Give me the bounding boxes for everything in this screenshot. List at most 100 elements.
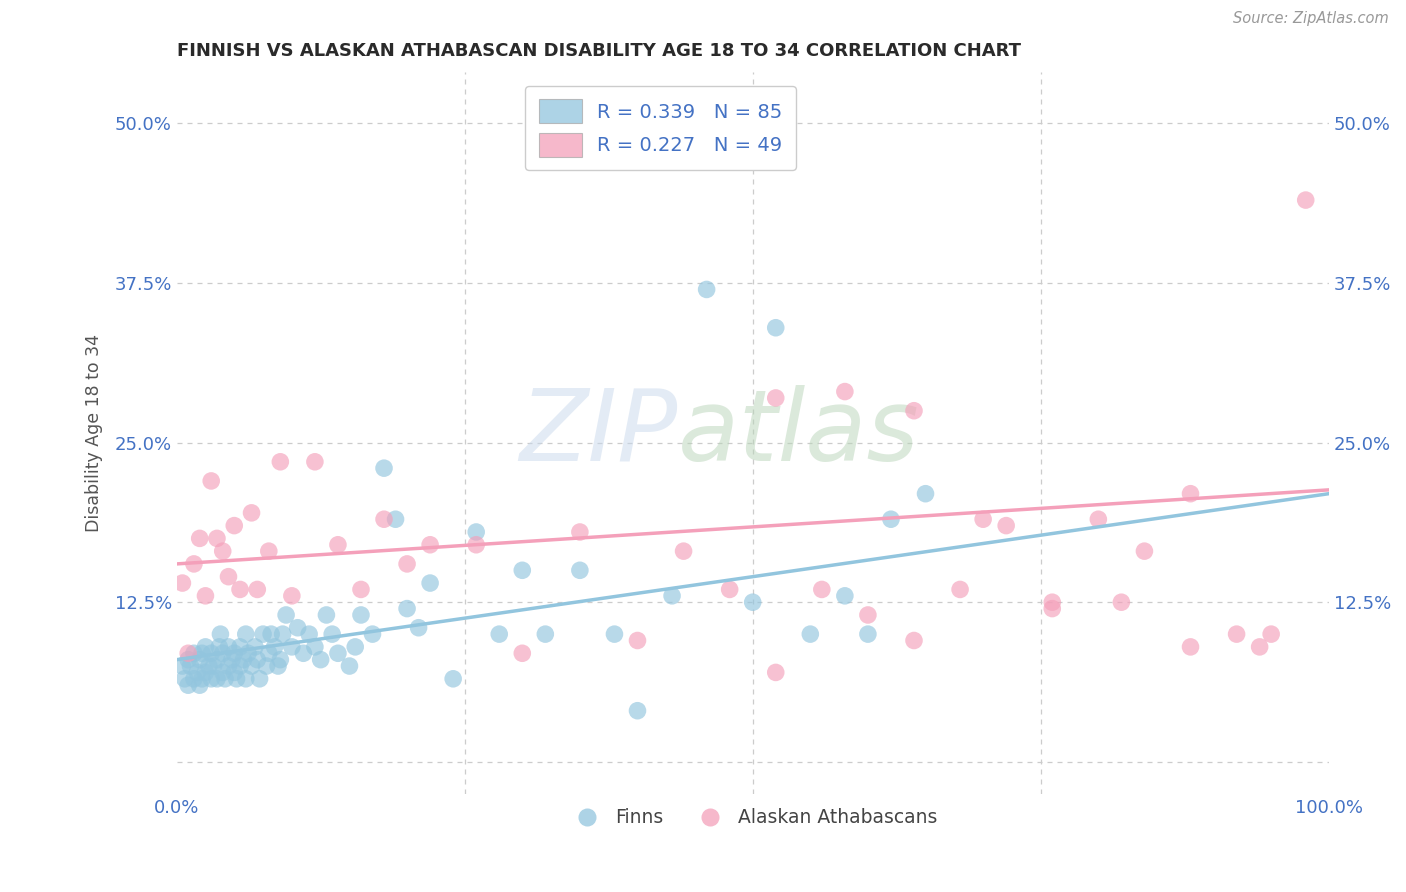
Point: [208, 640, 231, 654]
Point: [373, 461, 395, 475]
Point: [257, 544, 280, 558]
Point: [246, 653, 269, 667]
Point: [252, 627, 274, 641]
Point: [326, 646, 349, 660]
Point: [235, 672, 257, 686]
Point: [811, 582, 834, 597]
Point: [183, 557, 205, 571]
Point: [1249, 640, 1271, 654]
Text: Source: ZipAtlas.com: Source: ZipAtlas.com: [1233, 11, 1389, 26]
Point: [1040, 601, 1063, 615]
Point: [221, 653, 243, 667]
Point: [209, 627, 232, 641]
Point: [326, 538, 349, 552]
Point: [194, 589, 217, 603]
Point: [315, 607, 337, 622]
Point: [972, 512, 994, 526]
Point: [260, 627, 283, 641]
Point: [396, 601, 419, 615]
Point: [672, 544, 695, 558]
Point: [510, 563, 533, 577]
Point: [224, 646, 246, 660]
Point: [183, 672, 205, 686]
Point: [568, 524, 591, 539]
Point: [179, 659, 201, 673]
Point: [1087, 512, 1109, 526]
Point: [188, 653, 211, 667]
Point: [1295, 193, 1317, 207]
Point: [309, 653, 332, 667]
Point: [200, 646, 222, 660]
Point: [225, 672, 247, 686]
Point: [249, 672, 271, 686]
Legend: Finns, Alaskan Athabascans: Finns, Alaskan Athabascans: [561, 801, 945, 835]
Point: [267, 659, 290, 673]
Point: [765, 391, 787, 405]
Point: [373, 512, 395, 526]
Point: [218, 569, 240, 583]
Point: [880, 512, 903, 526]
Point: [765, 320, 787, 334]
Point: [186, 665, 208, 680]
Point: [200, 474, 222, 488]
Point: [1180, 640, 1202, 654]
Point: [211, 544, 233, 558]
Point: [914, 486, 936, 500]
Point: [568, 563, 591, 577]
Y-axis label: Disability Age 18 to 34: Disability Age 18 to 34: [86, 334, 103, 532]
Point: [603, 627, 626, 641]
Point: [218, 659, 240, 673]
Point: [696, 282, 718, 296]
Point: [1133, 544, 1156, 558]
Point: [321, 627, 343, 641]
Point: [834, 589, 856, 603]
Point: [361, 627, 384, 641]
Point: [1226, 627, 1249, 641]
Point: [274, 607, 297, 622]
Point: [263, 640, 285, 654]
Point: [194, 640, 217, 654]
Point: [292, 646, 315, 660]
Point: [281, 589, 304, 603]
Point: [183, 646, 205, 660]
Point: [246, 582, 269, 597]
Point: [191, 646, 214, 660]
Point: [344, 640, 367, 654]
Point: [232, 653, 254, 667]
Point: [765, 665, 787, 680]
Point: [1111, 595, 1133, 609]
Point: [441, 672, 464, 686]
Point: [229, 582, 252, 597]
Point: [718, 582, 741, 597]
Point: [1040, 595, 1063, 609]
Point: [465, 524, 488, 539]
Point: [856, 627, 879, 641]
Point: [218, 640, 240, 654]
Point: [834, 384, 856, 399]
Text: FINNISH VS ALASKAN ATHABASCAN DISABILITY AGE 18 TO 34 CORRELATION CHART: FINNISH VS ALASKAN ATHABASCAN DISABILITY…: [177, 42, 1021, 60]
Point: [205, 653, 228, 667]
Point: [408, 621, 430, 635]
Point: [257, 646, 280, 660]
Point: [211, 665, 233, 680]
Point: [269, 653, 291, 667]
Point: [1260, 627, 1282, 641]
Point: [240, 659, 263, 673]
Point: [903, 633, 925, 648]
Point: [172, 659, 194, 673]
Point: [949, 582, 972, 597]
Point: [194, 665, 217, 680]
Point: [741, 595, 763, 609]
Point: [271, 627, 294, 641]
Text: atlas: atlas: [678, 384, 920, 482]
Point: [256, 659, 278, 673]
Point: [661, 589, 683, 603]
Point: [465, 538, 488, 552]
Point: [534, 627, 557, 641]
Point: [205, 532, 228, 546]
Point: [177, 678, 200, 692]
Point: [236, 646, 259, 660]
Point: [214, 672, 236, 686]
Point: [240, 506, 263, 520]
Point: [304, 455, 326, 469]
